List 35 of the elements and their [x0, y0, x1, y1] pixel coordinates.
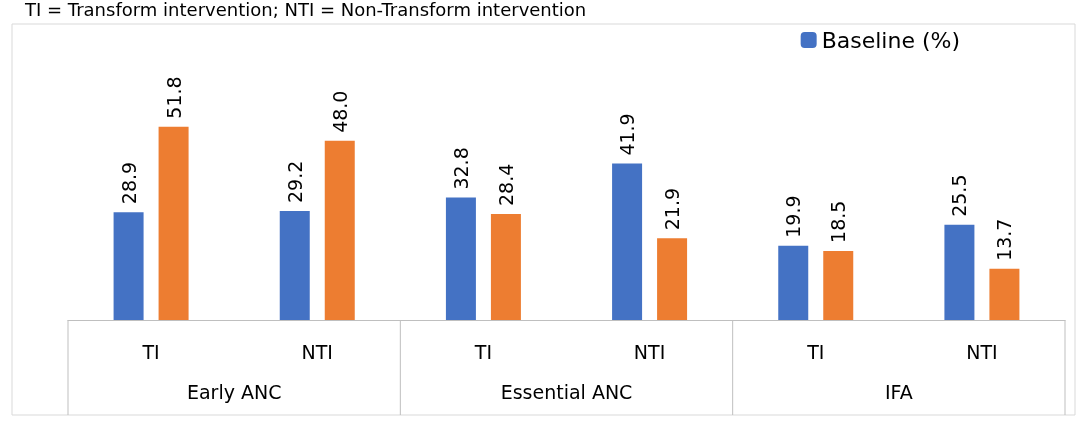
text: TI = Transform intervention; NTI = Non-Transform intervention — [24, 0, 587, 20]
x-tick-label: TI — [473, 340, 493, 363]
data-label: 29.2 — [283, 160, 306, 204]
x-tick-label: TI — [806, 340, 825, 363]
data-label: 41.9 — [616, 113, 639, 156]
bar — [490, 214, 521, 320]
data-label: 21.9 — [661, 187, 684, 231]
data-label: 19.9 — [782, 195, 805, 238]
data-label: 51.8 — [162, 76, 185, 119]
bar — [279, 211, 310, 320]
legend-label: Baseline (%) — [821, 27, 961, 53]
data-label: 32.8 — [449, 147, 472, 190]
bar — [612, 163, 643, 320]
bar — [158, 126, 189, 320]
x-tick-label: NTI — [301, 340, 333, 363]
bar — [324, 140, 355, 320]
data-label: 25.5 — [948, 174, 971, 217]
data-label: 13.7 — [993, 218, 1016, 261]
bar — [657, 238, 688, 320]
bar — [944, 224, 975, 320]
x-tick-label: NTI — [966, 340, 998, 363]
x-tick-label: TI — [141, 340, 160, 363]
text: IFA — [884, 381, 913, 403]
bar — [778, 245, 809, 320]
text: Early ANC — [186, 381, 282, 403]
data-label: 18.5 — [827, 200, 850, 243]
data-label: 28.4 — [494, 163, 517, 206]
x-tick-label: NTI — [633, 340, 666, 363]
bar — [445, 197, 476, 320]
bar — [989, 268, 1020, 320]
text: Essential ANC — [500, 381, 633, 403]
bar — [823, 250, 854, 320]
data-label: 28.9 — [117, 161, 140, 205]
bar — [113, 212, 144, 320]
data-label: 48.0 — [328, 90, 351, 133]
